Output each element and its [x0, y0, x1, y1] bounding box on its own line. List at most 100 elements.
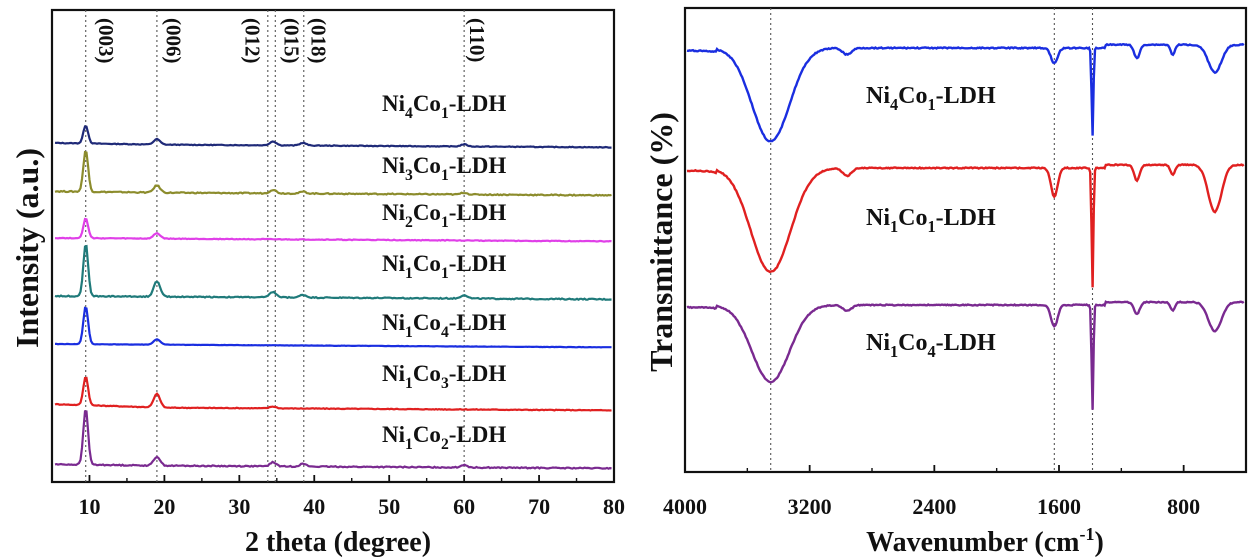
series-label: Ni1Co4-LDH — [382, 310, 506, 341]
peak-index-label: (006) — [162, 18, 186, 64]
label-element-ni: Ni — [866, 330, 890, 356]
plot-frame — [683, 6, 1248, 474]
xrd-trace — [55, 306, 612, 349]
label-suffix: -LDH — [449, 153, 507, 178]
label-suffix: -LDH — [936, 205, 996, 231]
xrd-trace — [54, 410, 612, 470]
label-subscript: 4 — [405, 105, 413, 122]
series-label: Ni1Co2-LDH — [382, 422, 506, 453]
series-label: Ni1Co1-LDH — [382, 251, 506, 282]
label-subscript: 2 — [405, 214, 413, 231]
label-element-ni: Ni — [866, 205, 890, 231]
label-subscript: 4 — [928, 342, 936, 361]
label-element-ni: Ni — [382, 200, 406, 225]
label-subscript: 1 — [405, 375, 413, 392]
label-element-ni: Ni — [866, 83, 890, 109]
series-label: Ni2Co1-LDH — [382, 200, 506, 231]
label-element-co: Co — [898, 83, 927, 109]
label-element-co: Co — [413, 200, 441, 225]
series-label: Ni3Co1-LDH — [382, 153, 506, 184]
label-suffix: -LDH — [936, 330, 996, 356]
series-label: Ni4Co1-LDH — [866, 83, 996, 114]
label-subscript: 2 — [441, 436, 449, 453]
x-tick-label: 80 — [603, 494, 625, 519]
label-subscript: 1 — [890, 217, 898, 236]
label-subscript: 3 — [441, 375, 449, 392]
y-axis-title: Transmittance (%) — [643, 112, 679, 372]
label-element-co: Co — [413, 310, 441, 335]
label-suffix: -LDH — [449, 361, 507, 386]
label-element-co: Co — [898, 205, 927, 231]
series-label: Ni1Co3-LDH — [382, 361, 506, 392]
x-axis-title: 2 theta (degree) — [245, 527, 431, 558]
x-tick-label: 50 — [378, 494, 400, 519]
label-subscript: 4 — [890, 95, 898, 114]
x-tick-label: 10 — [78, 494, 100, 519]
x-tick-label: 30 — [228, 494, 250, 519]
series-label: Ni1Co4-LDH — [866, 330, 996, 361]
peak-index-label: (110) — [465, 18, 489, 62]
plot-frame — [50, 8, 616, 484]
x-tick-label: 70 — [528, 494, 550, 519]
label-suffix: -LDH — [449, 422, 507, 447]
x-axis-title-main: Wavenumber (cm — [866, 527, 1079, 558]
label-subscript: 1 — [441, 167, 449, 184]
label-subscript: 1 — [441, 265, 449, 282]
xrd-panel: (003) (006) (012) (015) (018) (110)Ni4Co1-LDH… — [9, 8, 625, 558]
label-element-ni: Ni — [382, 310, 406, 335]
x-tick-label: 2400 — [912, 494, 956, 519]
xrd-trace — [54, 125, 612, 149]
label-element-co: Co — [413, 251, 441, 276]
x-axis-title: Wavenumber (cm-1) — [866, 524, 1104, 558]
x-tick-label: 60 — [453, 494, 475, 519]
y-axis-title: Intensity (a.u.) — [9, 148, 45, 348]
label-suffix: -LDH — [449, 200, 507, 225]
label-element-ni: Ni — [382, 361, 406, 386]
label-suffix: -LDH — [449, 91, 507, 116]
x-tick-label: 20 — [153, 494, 175, 519]
label-suffix: -LDH — [449, 310, 507, 335]
label-subscript: 1 — [405, 324, 413, 341]
label-element-ni: Ni — [382, 422, 406, 447]
peak-index-label: (012) — [240, 18, 264, 63]
label-element-co: Co — [413, 153, 441, 178]
xrd-trace — [55, 217, 612, 243]
series-label: Ni4Co1-LDH — [382, 91, 506, 122]
label-subscript: 3 — [405, 167, 413, 184]
label-element-ni: Ni — [382, 251, 406, 276]
peak-index-label: (003) — [94, 18, 118, 64]
xrd-trace — [54, 244, 612, 301]
x-axis-title-superscript: -1 — [1080, 524, 1095, 544]
x-axis-title-end: ) — [1095, 527, 1104, 558]
ftir-trace — [686, 42, 1245, 143]
x-tick-label: 40 — [303, 494, 325, 519]
peak-index-label: (018) — [306, 18, 330, 64]
series-label: Ni1Co1-LDH — [866, 205, 996, 236]
x-tick-label: 3200 — [788, 494, 832, 519]
x-tick-label: 4000 — [663, 494, 707, 519]
ftir-trace — [686, 163, 1245, 288]
label-element-co: Co — [413, 91, 441, 116]
peak-index-label: (015) — [279, 18, 303, 64]
label-subscript: 1 — [405, 436, 413, 453]
ftir-trace — [686, 300, 1245, 410]
label-element-ni: Ni — [382, 153, 406, 178]
x-tick-label: 800 — [1167, 494, 1200, 519]
label-subscript: 4 — [441, 324, 449, 341]
label-subscript: 1 — [928, 95, 936, 114]
label-subscript: 1 — [441, 214, 449, 231]
label-element-co: Co — [898, 330, 927, 356]
label-suffix: -LDH — [449, 251, 507, 276]
label-subscript: 1 — [928, 217, 936, 236]
xrd-trace — [54, 150, 612, 197]
label-subscript: 1 — [441, 105, 449, 122]
label-element-co: Co — [413, 361, 441, 386]
label-element-ni: Ni — [382, 91, 406, 116]
label-subscript: 1 — [405, 265, 413, 282]
label-subscript: 1 — [890, 342, 898, 361]
xrd-trace — [54, 376, 612, 412]
x-tick-label: 1600 — [1037, 494, 1081, 519]
